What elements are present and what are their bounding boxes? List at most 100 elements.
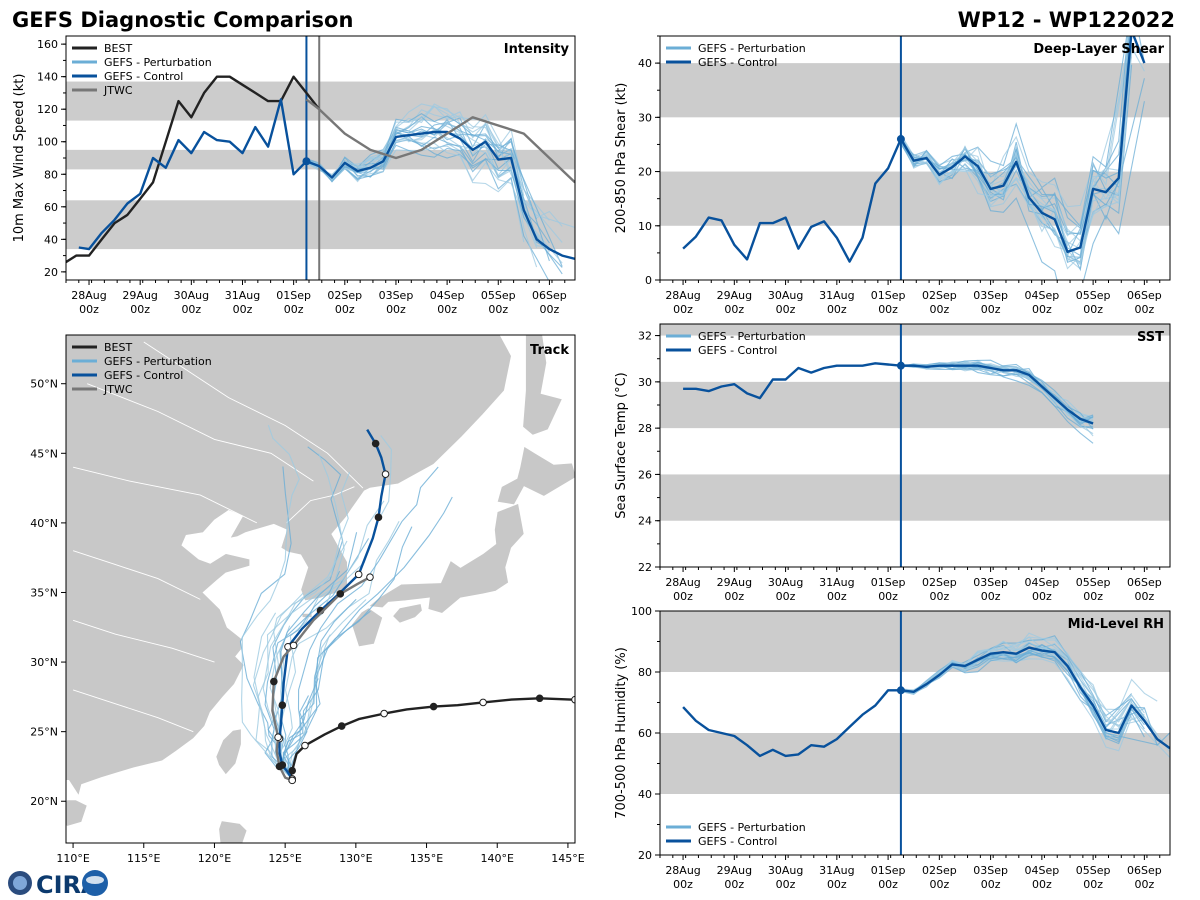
intensity-xtick-label: 29Aug <box>122 289 157 302</box>
sst-xtick-label: 00z <box>878 590 898 603</box>
sst-xtick-label: 03Sep <box>973 576 1008 589</box>
rh-xtick-label: 00z <box>1134 878 1154 891</box>
intensity-ytick-label: 140 <box>37 71 58 84</box>
rh-xtick-label: 31Aug <box>819 864 854 877</box>
rh-xtick-label: 00z <box>878 878 898 891</box>
track-point <box>535 694 544 703</box>
intensity-ytick-label: 100 <box>37 136 58 149</box>
land-honshu <box>367 502 525 614</box>
rh-xtick-label: 29Aug <box>717 864 752 877</box>
border-line <box>72 689 194 733</box>
track-xtick-label: 110°E <box>56 852 89 865</box>
rh-xtick-label: 04Sep <box>1024 864 1059 877</box>
rh-ytick-label: 20 <box>638 849 652 862</box>
shear-band-1 <box>660 63 1170 118</box>
intensity-band-1 <box>66 149 575 170</box>
intensity-xtick-label: 00z <box>540 303 560 316</box>
track-point <box>288 776 297 785</box>
sst-xtick-label: 00z <box>1134 590 1154 603</box>
shear-xtick-label: 30Aug <box>768 289 803 302</box>
track-point <box>278 701 287 710</box>
rh-xtick-label: 05Sep <box>1076 864 1111 877</box>
rh-ytick-label: 100 <box>631 605 652 618</box>
track-xtick-label: 140°E <box>481 852 514 865</box>
land-luzon <box>218 820 248 843</box>
track-point <box>571 695 575 704</box>
border-line <box>72 550 201 600</box>
rh-perturbation-member <box>900 632 1145 726</box>
track-point <box>301 741 309 750</box>
intensity-xtick-label: 31Aug <box>225 289 260 302</box>
intensity-ylabel: 10m Max Wind Speed (kt) <box>12 74 27 243</box>
track-xtick-label: 115°E <box>127 852 160 865</box>
intensity-xtick-label: 00z <box>233 303 253 316</box>
sst-ytick-label: 32 <box>638 330 652 343</box>
track-title: Track <box>530 343 569 358</box>
sst-band-1 <box>660 381 1170 429</box>
border-line <box>143 341 364 489</box>
shear-perturbation-member <box>900 134 1119 242</box>
track-point <box>336 590 345 598</box>
rh-ylabel: 700-500 hPa Humidity (%) <box>614 647 629 819</box>
sst-band-0 <box>660 474 1170 521</box>
sst-xtick-label: 05Sep <box>1076 576 1111 589</box>
intensity-perturbation-member <box>306 118 550 253</box>
intensity-ytick-label: 20 <box>44 266 58 279</box>
rh-xtick-label: 00z <box>981 878 1001 891</box>
intensity-xtick-label: 04Sep <box>430 289 465 302</box>
track-xtick-label: 130°E <box>339 852 372 865</box>
rh-xtick-label: 03Sep <box>973 864 1008 877</box>
intensity-xtick-label: 00z <box>284 303 304 316</box>
track-ytick-label: 35°N <box>30 586 58 599</box>
intensity-xtick-label: 00z <box>437 303 457 316</box>
track-perturbation-member <box>282 526 413 780</box>
panel-sst: 22242628303228Aug00z29Aug00z30Aug00z31Au… <box>614 323 1171 603</box>
rh-line-gefs-control <box>682 646 1170 758</box>
intensity-title: Intensity <box>504 42 570 57</box>
land-asia <box>66 335 512 797</box>
shear-frame <box>659 35 1171 281</box>
shear-xtick-label: 00z <box>981 303 1001 316</box>
intensity-xtick-label: 00z <box>488 303 508 316</box>
sst-init-point <box>896 361 905 370</box>
track-line-best <box>288 697 575 783</box>
track-ytick-label: 30°N <box>30 656 58 669</box>
sst-xtick-label: 01Sep <box>871 576 906 589</box>
rh-xtick-label: 00z <box>776 878 796 891</box>
track-legend-label: GEFS - Control <box>104 369 183 382</box>
rh-band-1 <box>660 611 1170 672</box>
track-point <box>274 733 282 742</box>
shear-ytick-label: 30 <box>638 111 652 124</box>
track-point <box>429 702 438 711</box>
shear-xtick-label: 00z <box>878 303 898 316</box>
shear-xtick-label: 31Aug <box>819 289 854 302</box>
rh-init-point <box>896 686 905 695</box>
shear-xtick-label: 00z <box>776 303 796 316</box>
rh-band-0 <box>660 733 1170 794</box>
intensity-xtick-label: 01Sep <box>276 289 311 302</box>
shear-line-gefs-control <box>682 36 1146 263</box>
sst-ytick-label: 30 <box>638 376 652 389</box>
shear-ytick-label: 10 <box>638 220 652 233</box>
panel-shear: 01020304028Aug00z29Aug00z30Aug00z31Aug00… <box>614 35 1171 316</box>
track-perturbation-member <box>241 424 300 780</box>
rh-xtick-label: 00z <box>724 878 744 891</box>
track-xtick-label: 125°E <box>268 852 301 865</box>
intensity-xtick-label: 00z <box>79 303 99 316</box>
shear-xtick-label: 00z <box>1083 303 1103 316</box>
shear-xtick-label: 29Aug <box>717 289 752 302</box>
rh-xtick-label: 01Sep <box>871 864 906 877</box>
track-point <box>270 677 278 686</box>
intensity-legend-label: GEFS - Control <box>104 70 183 83</box>
panel-rh: 2040608010028Aug00z29Aug00z30Aug00z31Aug… <box>614 605 1171 891</box>
rh-legend-label: GEFS - Perturbation <box>698 821 806 834</box>
track-point <box>366 573 374 581</box>
panel-intensity: 2040608010012014016028Aug00z29Aug00z30Au… <box>12 35 576 316</box>
sst-xtick-label: 00z <box>929 590 949 603</box>
rh-plot-area <box>660 611 1170 855</box>
track-perturbation-member <box>287 496 453 780</box>
rh-xtick-label: 28Aug <box>665 864 700 877</box>
rh-xtick-label: 06Sep <box>1127 864 1162 877</box>
track-point <box>289 641 298 650</box>
